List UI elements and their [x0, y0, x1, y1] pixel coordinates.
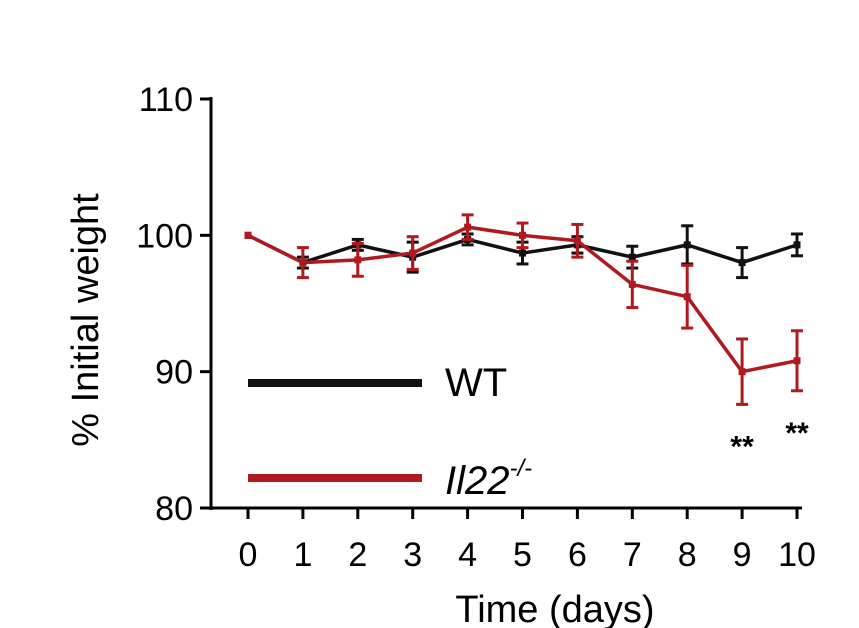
data-point	[793, 241, 801, 249]
data-point	[738, 368, 746, 376]
legend-label-il22-name: Il22	[445, 459, 510, 503]
x-tick-label: 7	[623, 536, 642, 574]
data-point	[683, 293, 691, 301]
x-tick-label: 0	[239, 536, 258, 574]
data-point	[354, 256, 362, 264]
series-0	[244, 224, 803, 280]
x-tick-label: 10	[778, 536, 816, 574]
legend-label-il22-superscript: -/-	[510, 455, 533, 482]
x-tick-label: 3	[403, 536, 422, 574]
y-ticks: 80 90 100 110	[136, 81, 211, 528]
series-layer	[244, 213, 803, 406]
data-point	[628, 253, 636, 261]
x-tick-label: 9	[733, 536, 752, 574]
data-point	[299, 259, 307, 267]
legend-label-il22: Il22-/-	[445, 455, 532, 503]
data-point	[738, 259, 746, 267]
x-ticks: 0 1 2 3 4 5 6 7 8 9 10	[239, 508, 816, 574]
y-tick-label: 110	[139, 81, 193, 119]
data-point	[464, 223, 472, 231]
data-point	[683, 241, 691, 249]
x-tick-label: 6	[568, 536, 587, 574]
x-tick-label: 4	[458, 536, 477, 574]
x-tick-label: 5	[513, 536, 532, 574]
y-axis-title: % Initial weight	[65, 193, 107, 447]
x-axis-title: Time (days)	[455, 589, 654, 628]
legend: WT Il22-/-	[248, 361, 532, 503]
significance-marker: **	[785, 417, 809, 450]
data-point	[573, 237, 581, 245]
axes	[209, 97, 802, 510]
x-tick-label: 2	[348, 536, 367, 574]
data-point	[409, 249, 417, 257]
data-point	[628, 280, 636, 288]
data-point	[519, 249, 526, 257]
series-1	[244, 213, 803, 406]
x-tick-label: 8	[678, 536, 697, 574]
y-tick-label: 80	[155, 490, 193, 528]
y-tick-label: 90	[155, 354, 193, 392]
annotations: ** **	[730, 417, 809, 464]
data-point	[519, 231, 526, 239]
significance-marker: **	[730, 430, 754, 463]
data-point	[244, 231, 252, 239]
data-point	[793, 357, 801, 365]
legend-label-wt: WT	[445, 361, 507, 405]
y-tick-label: 100	[136, 217, 193, 255]
x-tick-label: 1	[293, 536, 312, 574]
